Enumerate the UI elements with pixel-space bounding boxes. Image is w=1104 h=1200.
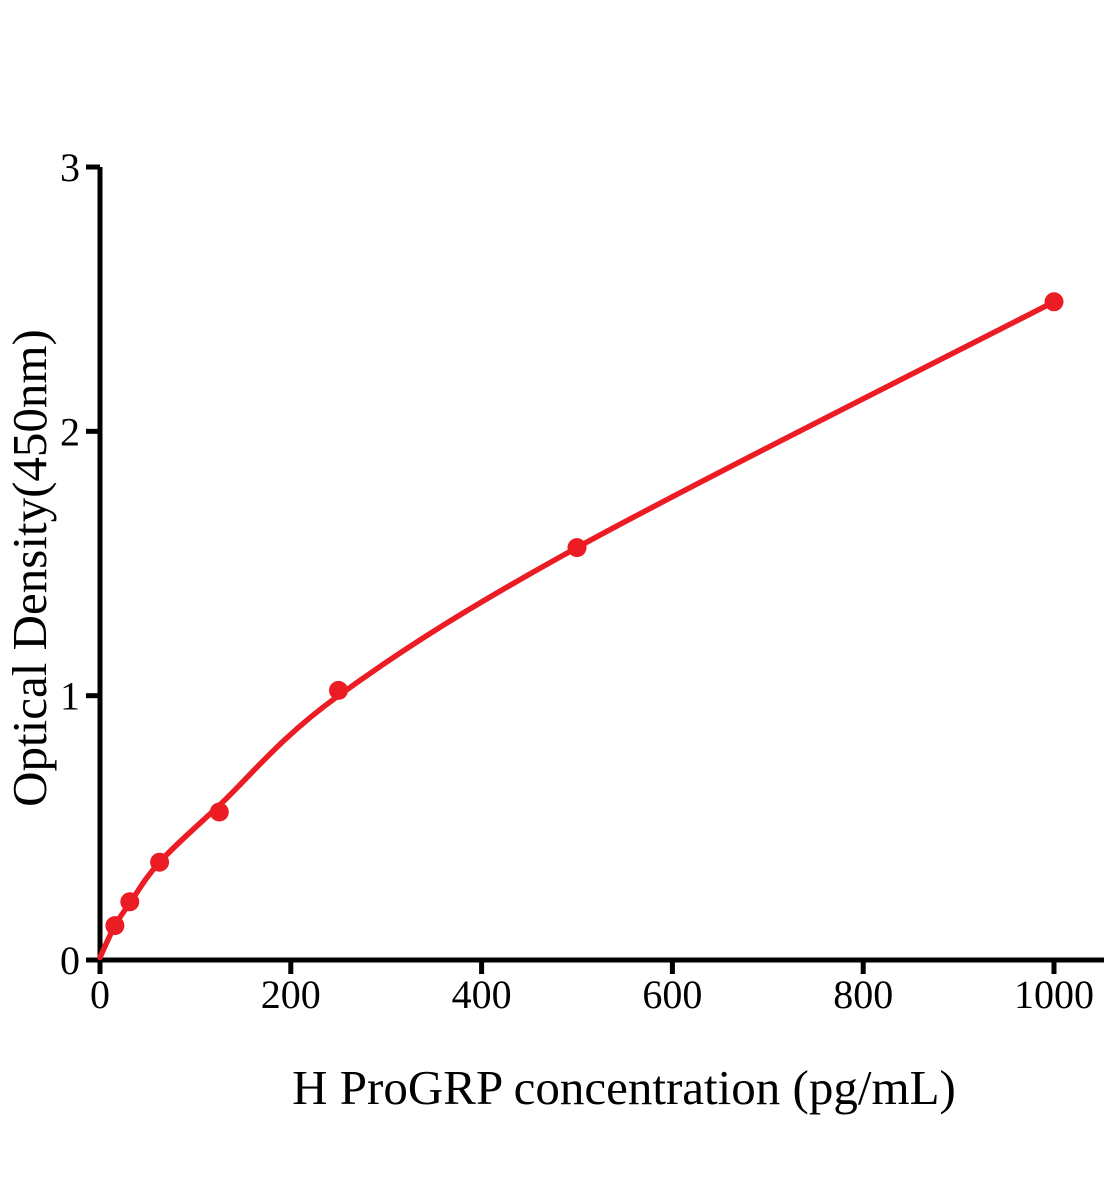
x-tick-label: 0 <box>90 972 110 1017</box>
y-tick-group: 0 1 2 3 <box>60 145 100 983</box>
data-points-group <box>105 292 1064 936</box>
data-point <box>209 802 229 822</box>
data-point <box>105 916 125 936</box>
y-tick-label: 1 <box>60 674 80 719</box>
data-point <box>150 852 170 872</box>
x-tick-label: 800 <box>833 972 893 1017</box>
data-point <box>329 680 348 700</box>
x-tick-label: 600 <box>642 972 702 1017</box>
data-point <box>120 892 140 912</box>
y-tick-label: 0 <box>60 938 80 983</box>
x-tick-label: 1000 <box>1014 972 1094 1017</box>
data-point <box>567 538 587 558</box>
x-tick-label: 200 <box>261 972 321 1017</box>
y-tick-label: 3 <box>60 145 80 190</box>
axes: 0 200 400 600 800 1000 0 1 2 3 <box>60 145 1104 1017</box>
x-tick-group: 0 200 400 600 800 1000 <box>90 960 1094 1017</box>
x-tick-label: 400 <box>452 972 512 1017</box>
x-axis-title: H ProGRP concentration (pg/mL) <box>292 1060 956 1115</box>
y-axis-title: Optical Density(450nm) <box>2 329 57 807</box>
fit-curve-line <box>97 299 1057 961</box>
y-tick-label: 2 <box>60 409 80 454</box>
data-point <box>1044 292 1064 312</box>
